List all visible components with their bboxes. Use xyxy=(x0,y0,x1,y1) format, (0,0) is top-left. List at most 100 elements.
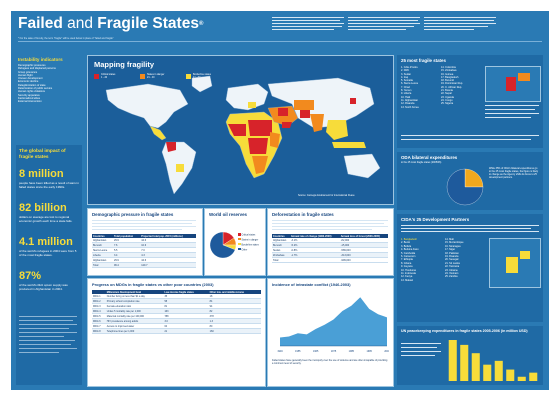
table-cell: Maternal mortality rate per 100,000 xyxy=(105,313,164,320)
south-asia xyxy=(310,114,324,132)
instability-item: Refugees and displaced persons xyxy=(18,67,56,71)
table-row: MDG 1 Number living on less than $1 a day… xyxy=(92,294,261,300)
deforestation-panel: Deforestation in fragile states Countrie… xyxy=(267,208,394,276)
fragile-list-col2: 14. Colombia 15. Zimbabwe 16. Guinea 17.… xyxy=(441,66,463,106)
table-header-cell xyxy=(92,290,106,295)
intro-line xyxy=(348,17,420,19)
indonesia xyxy=(332,142,366,148)
table-cell: 64 xyxy=(163,323,209,330)
table-cell: Primary school completion rate xyxy=(105,298,164,305)
peacekeeping-chart xyxy=(448,340,538,381)
conflict-chart: 1946 1955 1965 1975 1985 1995 2003 xyxy=(277,297,389,353)
table-cell: 1.3 xyxy=(208,318,261,325)
table-cell: -15,000 xyxy=(339,242,388,249)
stat-value: 82 billion xyxy=(19,202,67,214)
world-map: Mapping fragility Critical states 1 - 20… xyxy=(87,55,394,205)
mdg-table: Millennium Development Goal Low-income fr… xyxy=(92,290,261,335)
footnote-line xyxy=(19,340,75,342)
demo-text-line xyxy=(92,229,182,231)
deforestation-table: Countries Annual rate of change (1990-200… xyxy=(272,234,388,264)
intro-line xyxy=(348,20,418,22)
conflict-caption: Failed states have generally been the mo… xyxy=(272,359,388,365)
dev-item: 15. Mozambique xyxy=(445,241,464,245)
table-cell: 80 xyxy=(208,323,261,330)
oda-slice-0 xyxy=(464,168,484,188)
table-cell: Afghanistan xyxy=(92,238,113,244)
conflict-x-tick: 1955 xyxy=(295,350,301,353)
stat-text: of the world's illicit opium supply was … xyxy=(19,283,68,291)
table-header-cell: Countries xyxy=(272,234,290,239)
table-cell: 29.9 xyxy=(112,238,141,244)
dev-item: 14. Mali xyxy=(445,238,454,241)
fragile-item: 20. C. African Rep. xyxy=(441,85,462,89)
southern-africa xyxy=(252,156,268,174)
table-row: MDG 2 Primary school completion rate 58 84 xyxy=(92,298,261,305)
footnote-line xyxy=(19,332,77,334)
fragile-item: 15. Zimbabwe xyxy=(441,69,457,73)
dev-item: 21. Sri Lanka xyxy=(445,261,460,265)
instability-list: Demographic pressures Refugees and displ… xyxy=(18,64,83,104)
dev-item: 5. Cambodia xyxy=(401,251,416,255)
table-cell: 82 xyxy=(208,308,261,315)
legend-range: 21 - 40 xyxy=(147,76,155,79)
fragile-note-line xyxy=(485,105,539,107)
legend-label: Borderline states xyxy=(193,73,211,76)
conflict-panel: Incidence of intrastate conflict (1946-2… xyxy=(267,278,394,387)
table-cell: Total xyxy=(272,257,290,264)
demo-text-line xyxy=(92,223,192,225)
stat-value: 87% xyxy=(19,270,42,282)
peacekeeping-heading: UN peacekeeping expenditures in fragile … xyxy=(401,329,528,333)
oil-legend-item: States in danger xyxy=(238,237,259,243)
footnote-line xyxy=(19,316,77,318)
table-cell: -313,000 xyxy=(339,252,388,259)
peacekeeping-bar xyxy=(517,376,526,381)
table-cell: 44.6 xyxy=(140,257,196,264)
title-divider xyxy=(18,41,542,42)
instability-item: Economic decline xyxy=(18,80,39,84)
peacekeeping-bar xyxy=(506,369,515,381)
oil-legend-label: Other xyxy=(241,249,248,252)
dev-item: 8. Ghana xyxy=(401,261,412,265)
bolivia xyxy=(176,164,184,172)
fragile-item: 6. Sierra Leone xyxy=(401,82,419,86)
peacekeeping-panel: UN peacekeeping expenditures in fragile … xyxy=(397,326,543,385)
central-america xyxy=(149,125,167,141)
table-cell: 84 xyxy=(208,298,261,305)
pk-note-line xyxy=(401,355,435,357)
fragile-item: 5. Somalia xyxy=(401,79,413,83)
table-cell: Liberia xyxy=(92,252,113,259)
table-cell: Number living on less than $1 a day xyxy=(105,294,164,300)
poster: Failed and Fragile States® * For the sak… xyxy=(11,11,549,390)
thumb-shape xyxy=(520,251,530,259)
fragile-item: 13. North Korea xyxy=(401,105,419,109)
afghanistan xyxy=(300,110,310,118)
table-row: MDG 8 Telephone lines per 1,000 21 160 xyxy=(92,328,261,335)
fragile-item: 12. Rwanda xyxy=(401,102,415,106)
table-cell: 788 xyxy=(163,313,209,320)
dev-item: 13. Malawi xyxy=(401,278,413,282)
oil-legend-item: Other xyxy=(238,247,259,253)
southeast-asia xyxy=(326,120,348,140)
table-header-cell: Low-income fragile states xyxy=(163,290,209,295)
fragile-item: 7. Chad xyxy=(401,85,410,89)
dev-item: 22. Tanzania xyxy=(445,265,460,269)
dev-item: 10. Honduras xyxy=(401,268,417,272)
intro-line xyxy=(424,20,494,22)
stat-value: 4.1 million xyxy=(19,236,73,248)
table-row: Zimbabwe -1.7% -313,000 xyxy=(272,252,388,259)
instability-item: Delegitimization of state xyxy=(18,83,46,87)
table-row: Total -999,000 xyxy=(272,257,388,264)
legend-swatch-critical xyxy=(94,74,99,79)
colombia xyxy=(166,142,176,152)
stat-text: people have been killed as a result of w… xyxy=(19,181,79,189)
instability-item: Factionalized elites xyxy=(18,96,41,100)
table-cell: 7.0 xyxy=(140,247,196,254)
fragile-item: 21. Bosnia xyxy=(441,89,453,93)
table-cell: 94 xyxy=(208,303,261,310)
conflict-x-tick: 1965 xyxy=(313,350,319,353)
dev-item: 23. Ukraine xyxy=(445,268,458,272)
table-row: Liberia 3.4 4.3 xyxy=(92,252,196,259)
intro-line xyxy=(424,29,474,31)
table-header-row: Countries Annual rate of change (1990-200… xyxy=(272,234,388,239)
fragile-note-line xyxy=(485,109,535,111)
